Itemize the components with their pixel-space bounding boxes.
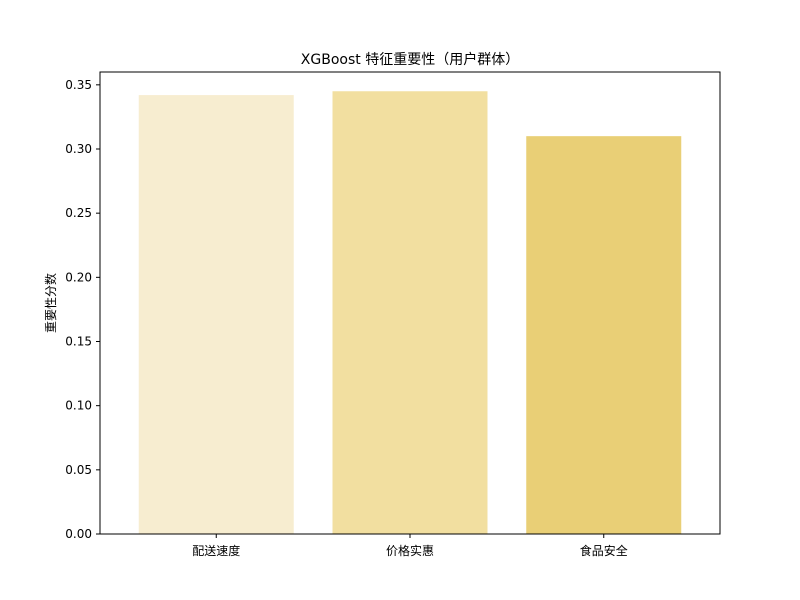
y-tick-label: 0.25	[65, 206, 92, 220]
y-tick-label: 0.00	[65, 527, 92, 541]
y-tick-label: 0.05	[65, 463, 92, 477]
x-axis-ticks: 配送速度 价格实惠 食品安全	[192, 534, 628, 558]
y-tick-label: 0.30	[65, 142, 92, 156]
plot-frame	[99, 71, 721, 535]
y-axis-label: 重要性分数	[43, 273, 58, 333]
x-tick-label: 配送速度	[192, 543, 240, 558]
bar-0	[138, 95, 294, 534]
x-tick-label: 食品安全	[580, 543, 628, 558]
bar-1	[332, 91, 488, 534]
y-axis-ticks: 0.00 0.05 0.10 0.15 0.20 0.25 0.30 0.35	[65, 78, 100, 541]
bar-2	[526, 136, 682, 534]
y-tick-label: 0.10	[65, 399, 92, 413]
y-tick-label: 0.15	[65, 335, 92, 349]
x-tick-label: 价格实惠	[386, 543, 434, 558]
y-tick-label: 0.35	[65, 78, 92, 92]
y-tick-label: 0.20	[65, 270, 92, 284]
chart-title: XGBoost 特征重要性（用户群体）	[301, 51, 519, 68]
bars-group	[138, 91, 682, 534]
